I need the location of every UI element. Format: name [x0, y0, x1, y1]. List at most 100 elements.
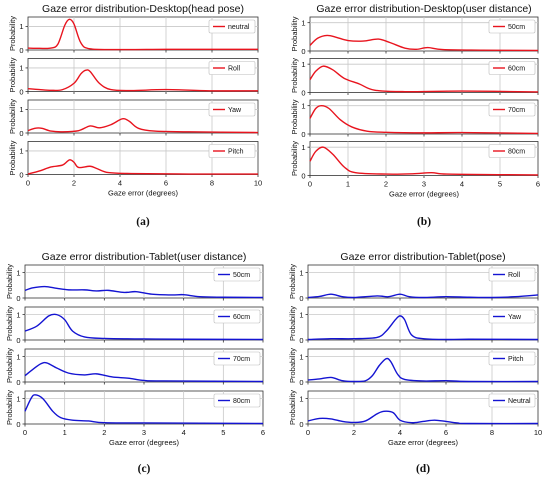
x-tick-label: 0 [23, 428, 27, 437]
x-tick-label: 2 [352, 428, 356, 437]
legend-box [213, 393, 261, 408]
legend: 60cm [213, 309, 261, 324]
y-tick-label: 0 [19, 129, 23, 138]
y-tick-label: 0 [16, 294, 20, 303]
y-axis-label: Probability [5, 348, 14, 383]
y-axis-label: Probability [8, 57, 17, 92]
legend-label: Pitch [228, 149, 244, 156]
y-tick-label: 1 [301, 101, 305, 110]
x-tick-label: 5 [221, 428, 225, 437]
series-line-70cm [309, 104, 539, 135]
series-line-60cm [24, 313, 264, 341]
series-line-pitch [27, 159, 259, 175]
chart-d: Gaze error distribution-Tablet(pose)01Pr… [288, 251, 542, 475]
legend: Pitch [208, 144, 256, 158]
x-tick-label: 2 [102, 428, 106, 437]
y-tick-label: 1 [16, 268, 20, 277]
chart-title: Gaze error distribution-Tablet(user dist… [42, 251, 247, 263]
series-line-roll [27, 69, 259, 92]
legend-label: 80cm [233, 398, 250, 405]
y-axis-label: Probability [288, 390, 297, 425]
x-tick-label: 0 [26, 179, 30, 188]
y-axis-label: Probability [5, 264, 14, 299]
legend-label: Yaw [228, 107, 242, 114]
y-tick-label: 0 [299, 378, 303, 387]
series-line-yaw [307, 315, 539, 341]
x-tick-label: 1 [346, 180, 350, 189]
y-tick-label: 0 [19, 46, 23, 55]
legend: 70cm [213, 351, 261, 366]
y-tick-label: 0 [16, 336, 20, 345]
series-line-pitch [307, 357, 539, 383]
y-tick-label: 1 [19, 105, 23, 114]
y-tick-label: 1 [299, 268, 303, 277]
y-tick-label: 1 [16, 394, 20, 403]
y-tick-label: 1 [301, 60, 305, 69]
x-tick-label: 5 [498, 180, 502, 189]
legend: Pitch [488, 351, 536, 366]
y-tick-label: 1 [19, 64, 23, 73]
chart-c: Gaze error distribution-Tablet(user dist… [5, 251, 265, 475]
y-tick-label: 1 [301, 18, 305, 27]
y-axis-label: Probability [8, 16, 17, 51]
x-tick-label: 6 [164, 179, 168, 188]
x-tick-label: 4 [182, 428, 186, 437]
x-tick-label: 0 [306, 428, 310, 437]
panel-label: (d) [416, 463, 430, 475]
legend: 50cm [213, 267, 261, 282]
legend-label: neutral [228, 24, 250, 31]
x-tick-label: 2 [72, 179, 76, 188]
y-axis-label: Probability [5, 390, 14, 425]
legend: Yaw [208, 102, 256, 117]
series-line-60cm [309, 65, 539, 93]
legend-label: 80cm [508, 149, 525, 156]
legend: 80cm [213, 393, 261, 408]
y-tick-label: 1 [19, 147, 23, 156]
x-axis-label: Gaze error (degrees) [388, 438, 459, 447]
x-tick-label: 10 [254, 179, 262, 188]
x-tick-label: 4 [118, 179, 122, 188]
legend-label: 50cm [233, 272, 250, 279]
legend-label: Roll [508, 272, 521, 279]
x-tick-label: 3 [422, 180, 426, 189]
legend-box [488, 267, 536, 282]
y-axis-label: Probability [290, 16, 299, 51]
legend-label: 70cm [508, 107, 525, 114]
legend-box [488, 102, 536, 117]
x-tick-label: 8 [490, 428, 494, 437]
y-tick-label: 0 [16, 378, 20, 387]
legend-box [213, 351, 261, 366]
legend-box [488, 19, 536, 34]
legend-label: 70cm [233, 356, 250, 363]
y-axis-label: Probability [290, 141, 299, 176]
legend: 70cm [488, 102, 536, 117]
x-axis-label: Gaze error (degrees) [389, 190, 460, 199]
legend-label: Neutral [508, 398, 531, 405]
y-tick-label: 0 [16, 420, 20, 429]
series-line-80cm [309, 146, 539, 176]
x-tick-label: 6 [444, 428, 448, 437]
y-tick-label: 0 [299, 420, 303, 429]
x-tick-label: 1 [63, 428, 67, 437]
legend-box [208, 19, 256, 34]
y-tick-label: 0 [301, 88, 305, 97]
panel-label: (c) [138, 463, 151, 475]
legend-box [488, 309, 536, 324]
chart-b: Gaze error distribution-Desktop(user dis… [290, 3, 540, 228]
legend-label: Yaw [508, 314, 522, 321]
legend-box [208, 61, 256, 75]
legend-box [208, 102, 256, 117]
y-tick-label: 1 [299, 352, 303, 361]
series-line-roll [307, 293, 539, 299]
